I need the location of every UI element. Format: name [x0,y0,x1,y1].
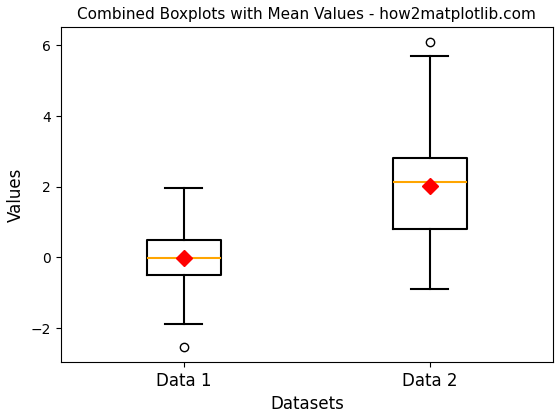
Title: Combined Boxplots with Mean Values - how2matplotlib.com: Combined Boxplots with Mean Values - how… [77,7,536,22]
Y-axis label: Values: Values [7,167,25,222]
X-axis label: Datasets: Datasets [270,395,344,413]
